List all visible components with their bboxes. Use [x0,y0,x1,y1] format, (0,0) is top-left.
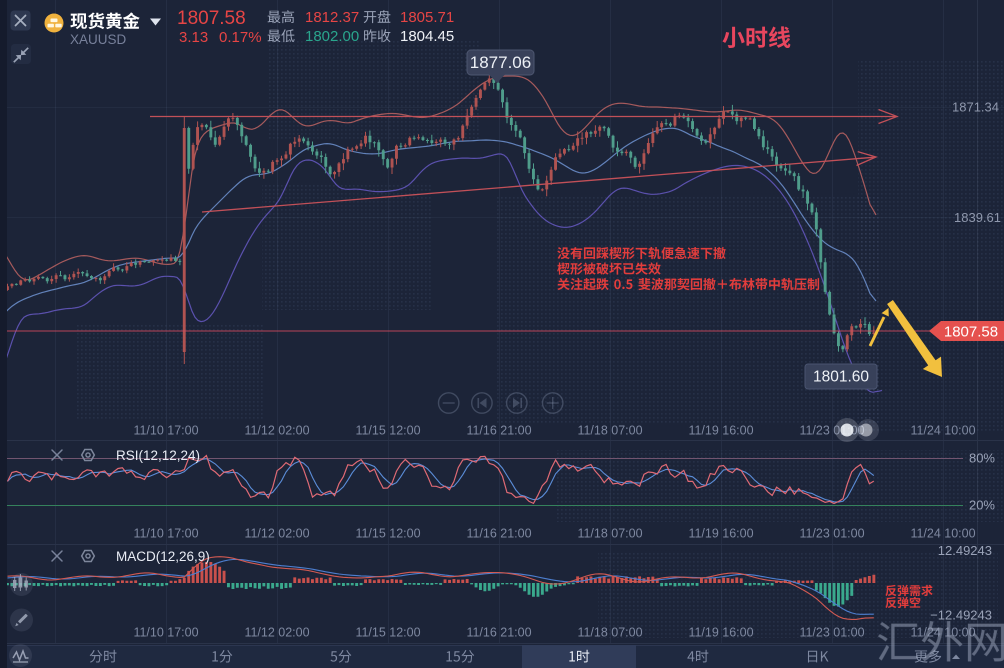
svg-text:1877.06: 1877.06 [470,53,531,72]
svg-text:20%: 20% [969,498,995,513]
svg-text:11/24 10:00: 11/24 10:00 [910,626,975,640]
svg-text:11/10 17:00: 11/10 17:00 [133,626,198,640]
svg-text:11/18 07:00: 11/18 07:00 [577,527,642,541]
svg-text:XAUUSD: XAUUSD [70,32,127,47]
svg-text:11/10 17:00: 11/10 17:00 [133,527,198,541]
svg-text:11/24 10:00: 11/24 10:00 [910,527,975,541]
svg-text:80%: 80% [969,451,995,466]
svg-text:0.17%: 0.17% [219,29,262,46]
svg-text:1805.71: 1805.71 [400,9,454,26]
svg-text:1807.58: 1807.58 [177,8,246,29]
svg-text:11/15 12:00: 11/15 12:00 [355,527,420,541]
svg-text:11/15 12:00: 11/15 12:00 [355,424,420,438]
svg-text:11/16 21:00: 11/16 21:00 [466,626,531,640]
svg-text:MACD(12,26,9): MACD(12,26,9) [116,549,210,564]
svg-text:1812.37: 1812.37 [305,9,359,26]
svg-text:11/12 02:00: 11/12 02:00 [244,424,309,438]
svg-text:11/19 16:00: 11/19 16:00 [688,527,753,541]
svg-text:11/12 02:00: 11/12 02:00 [244,527,309,541]
svg-text:1804.45: 1804.45 [400,28,454,45]
svg-text:11/18 07:00: 11/18 07:00 [577,626,642,640]
svg-text:11/15 12:00: 11/15 12:00 [355,626,420,640]
svg-text:11/19 16:00: 11/19 16:00 [688,424,753,438]
svg-text:1802.00: 1802.00 [305,28,359,45]
svg-text:11/16 21:00: 11/16 21:00 [466,527,531,541]
svg-text:3.13: 3.13 [179,29,208,46]
svg-text:11/18 07:00: 11/18 07:00 [577,424,642,438]
svg-text:1839.61: 1839.61 [954,210,1001,225]
svg-text:RSI(12,12,24): RSI(12,12,24) [116,448,200,463]
svg-text:1807.58: 1807.58 [944,324,998,341]
svg-text:11/23 01:00: 11/23 01:00 [799,626,864,640]
svg-text:11/10 17:00: 11/10 17:00 [133,424,198,438]
svg-text:11/16 21:00: 11/16 21:00 [466,424,531,438]
svg-text:11/12 02:00: 11/12 02:00 [244,626,309,640]
svg-text:12.49243: 12.49243 [938,543,992,558]
svg-text:−12.49243: −12.49243 [930,608,992,623]
svg-text:1801.60: 1801.60 [813,369,869,386]
svg-text:1871.34: 1871.34 [952,100,999,115]
svg-text:11/19 16:00: 11/19 16:00 [688,626,753,640]
svg-text:11/23 01:00: 11/23 01:00 [799,527,864,541]
svg-text:11/24 10:00: 11/24 10:00 [910,424,975,438]
